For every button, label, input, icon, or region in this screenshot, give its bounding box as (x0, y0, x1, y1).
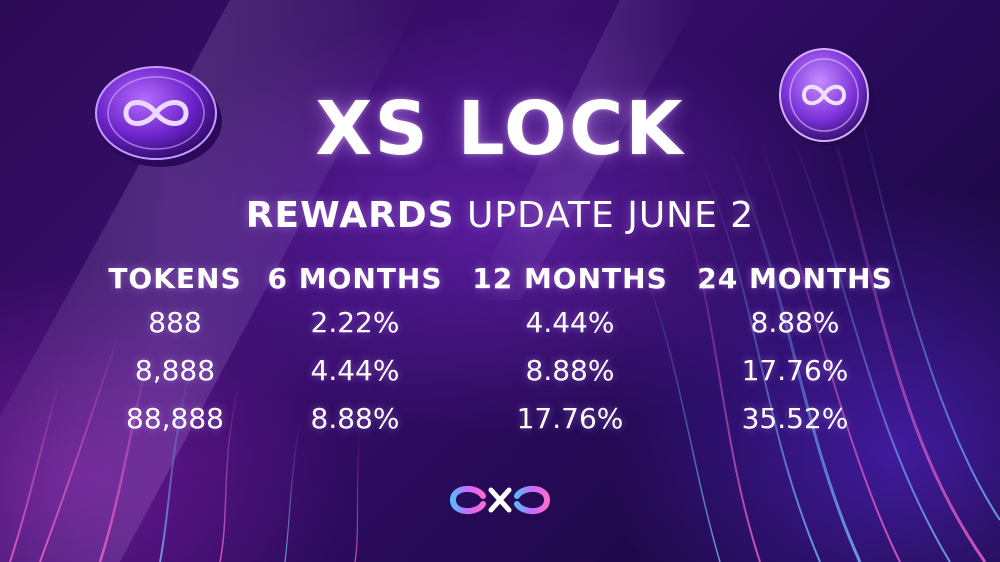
cell-24-months: 17.76% (741, 353, 849, 387)
infinity-coin-left-icon (95, 66, 222, 167)
header-tokens: TOKENS (108, 261, 242, 295)
cell-12-months: 8.88% (525, 353, 615, 387)
rewards-table: TOKENS 6 MONTHS 12 MONTHS 24 MONTHS 888 … (95, 258, 905, 442)
cell-6-months: 4.44% (310, 353, 400, 387)
table-row: 8,888 4.44% 8.88% 17.76% (95, 346, 905, 394)
table-row: 888 2.22% 4.44% 8.88% (95, 298, 905, 346)
cell-24-months: 8.88% (750, 305, 840, 339)
header-24-months: 24 MONTHS (697, 261, 893, 295)
cell-6-months: 2.22% (310, 305, 400, 339)
subtitle-strong: REWARDS (245, 195, 455, 236)
infinity-coin-right-icon (779, 48, 874, 146)
table-header-row: TOKENS 6 MONTHS 12 MONTHS 24 MONTHS (95, 258, 905, 298)
cell-12-months: 17.76% (516, 401, 624, 435)
cell-24-months: 35.52% (741, 401, 849, 435)
page-subtitle: REWARDS UPDATE JUNE 2 (0, 195, 1000, 236)
cell-tokens: 88,888 (126, 401, 224, 435)
cell-6-months: 8.88% (310, 401, 400, 435)
page-title: XS LOCK (315, 86, 685, 172)
cell-tokens: 888 (148, 305, 202, 339)
cell-tokens: 8,888 (134, 353, 216, 387)
header-6-months: 6 MONTHS (267, 261, 443, 295)
xs-infinity-logo-icon (450, 486, 551, 514)
header-12-months: 12 MONTHS (472, 261, 668, 295)
cell-12-months: 4.44% (525, 305, 615, 339)
table-row: 88,888 8.88% 17.76% 35.52% (95, 394, 905, 442)
subtitle-rest: UPDATE JUNE 2 (467, 195, 755, 236)
